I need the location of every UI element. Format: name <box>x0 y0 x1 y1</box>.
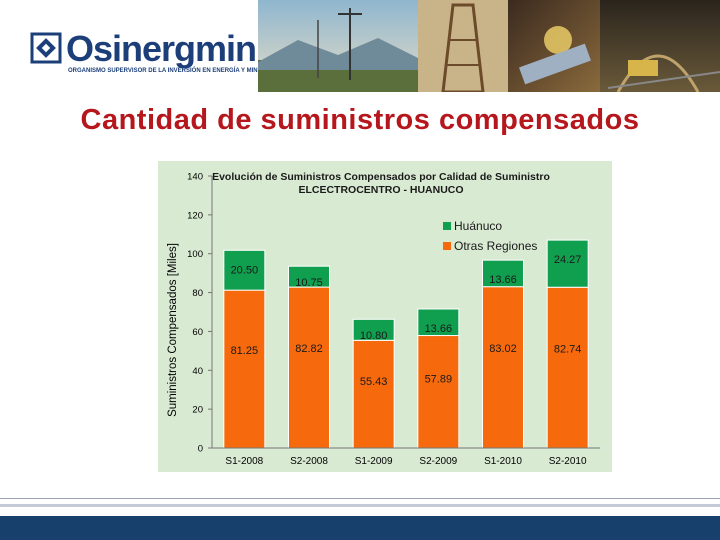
data-label-huanuco: 24.27 <box>554 254 582 266</box>
logo-subtitle: ORGANISMO SUPERVISOR DE LA INVERSIÓN EN … <box>68 68 272 74</box>
data-label-otras-regiones: 83.02 <box>489 343 517 355</box>
legend-item-otras-regiones-swatch <box>443 242 451 250</box>
x-tick-label: S1-2010 <box>484 456 522 467</box>
y-tick-label: 120 <box>187 210 203 221</box>
x-axis: S1-2008 S2-2008 S1-2009 S2-2009 S1-2010 S2-20… <box>212 447 600 467</box>
bar-huanuco <box>223 249 266 291</box>
data-label-huanuco: 13.66 <box>425 323 453 335</box>
x-tick-label: S2-2010 <box>549 456 587 467</box>
y-tick-label: 80 <box>192 288 203 299</box>
chart-subtitle: ELCECTROCENTRO - HUANUCO <box>298 184 464 196</box>
legend: Huánuco Otras Regiones <box>443 219 537 253</box>
bar-otras-regiones <box>546 286 589 449</box>
x-tick-label: S1-2008 <box>225 456 263 467</box>
bar-huanuco <box>288 265 330 288</box>
legend-item-otras-regiones-label: Otras Regiones <box>454 239 537 253</box>
logo: Osinergmin ORGANISMO SUPERVISOR DE LA IN… <box>0 0 272 92</box>
bar-huanuco <box>417 308 460 337</box>
y-axis: 0 20 40 60 80 100 120 140 <box>187 172 213 455</box>
chart-title: Evolución de Suministros Compensados por… <box>212 171 550 183</box>
data-label-huanuco: 20.50 <box>231 264 259 276</box>
logo-name: Osinergmin <box>66 28 257 69</box>
y-tick-label: 100 <box>187 249 203 260</box>
y-axis-label: Suministros Compensados [Miles] <box>167 243 179 417</box>
bar-otras-regiones <box>352 339 395 449</box>
data-label-huanuco: 13.66 <box>489 274 517 286</box>
x-tick-label: S2-2009 <box>419 456 457 467</box>
banner-photo-strip <box>258 0 720 92</box>
y-tick-label: 40 <box>192 366 203 377</box>
x-tick-label: S1-2009 <box>355 456 393 467</box>
banner-photos <box>258 0 720 92</box>
header-banner: Osinergmin ORGANISMO SUPERVISOR DE LA IN… <box>0 0 720 92</box>
data-label-otras-regiones: 57.89 <box>425 373 453 385</box>
legend-item-huanuco-label: Huánuco <box>454 219 502 233</box>
data-label-otras-regiones: 81.25 <box>231 345 259 357</box>
chart-title-block: Evolución de Suministros Compensados por… <box>166 171 596 197</box>
y-tick-label: 0 <box>198 444 203 455</box>
footer-divider-light <box>0 504 720 507</box>
data-label-huanuco: 10.75 <box>295 277 323 289</box>
y-tick-label: 60 <box>192 327 203 338</box>
osinergmin-logo-icon <box>30 32 62 64</box>
bar-otras-regiones <box>223 289 266 449</box>
footer-bar <box>0 516 720 540</box>
bar-otras-regiones <box>417 335 460 449</box>
bar-huanuco <box>482 259 524 288</box>
y-tick-label: 140 <box>187 172 203 183</box>
data-label-otras-regiones: 82.74 <box>554 343 582 355</box>
bars: 81.25 20.50 82.82 10.75 55.43 10.80 57.89 13.66… <box>223 239 589 449</box>
footer-divider <box>0 498 720 499</box>
bar-huanuco <box>546 239 589 288</box>
data-label-otras-regiones: 55.43 <box>360 376 388 388</box>
data-label-huanuco: 10.80 <box>360 330 388 342</box>
bar-huanuco <box>352 318 395 341</box>
x-tick-label: S2-2008 <box>290 456 328 467</box>
bar-otras-regiones <box>288 286 330 449</box>
slide-title: Cantidad de suministros compensados <box>80 104 640 136</box>
data-label-otras-regiones: 82.82 <box>295 343 323 355</box>
legend-item-huanuco-swatch <box>443 222 451 230</box>
bar-otras-regiones <box>482 286 524 449</box>
y-tick-label: 20 <box>192 405 203 416</box>
